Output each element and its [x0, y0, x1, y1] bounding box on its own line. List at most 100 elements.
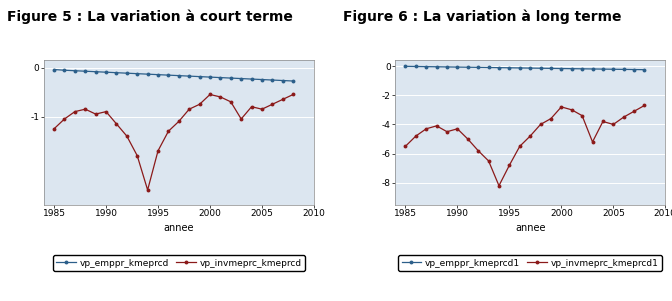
vp_emppr_kmeprcd1 [474, 66, 482, 69]
vp_invmeprc_kmeprcd [123, 134, 131, 138]
vp_invmeprc_kmeprcd [102, 110, 110, 113]
vp_emppr_kmeprcd1 [589, 67, 597, 71]
vp_invmeprc_kmeprcd [154, 149, 162, 153]
vp_emppr_kmeprcd [154, 73, 162, 76]
vp_emppr_kmeprcd [133, 72, 141, 76]
vp_emppr_kmeprcd1 [515, 66, 523, 70]
vp_invmeprc_kmeprcd [237, 117, 245, 121]
vp_emppr_kmeprcd1 [412, 65, 420, 68]
vp_invmeprc_kmeprcd [81, 107, 89, 111]
Text: Figure 6 : La variation à long terme: Figure 6 : La variation à long terme [343, 9, 621, 23]
vp_emppr_kmeprcd1 [630, 68, 638, 71]
vp_invmeprc_kmeprcd1 [485, 159, 493, 163]
vp_invmeprc_kmeprcd [144, 188, 152, 192]
vp_invmeprc_kmeprcd [50, 127, 58, 131]
Legend: vp_emppr_kmeprcd1, vp_invmeprc_kmeprcd1: vp_emppr_kmeprcd1, vp_invmeprc_kmeprcd1 [398, 256, 662, 271]
vp_emppr_kmeprcd [144, 72, 152, 76]
vp_emppr_kmeprcd [175, 74, 183, 77]
vp_emppr_kmeprcd1 [454, 65, 462, 69]
Line: vp_invmeprc_kmeprcd1: vp_invmeprc_kmeprcd1 [403, 104, 646, 188]
vp_invmeprc_kmeprcd [226, 100, 235, 104]
X-axis label: annee: annee [515, 223, 546, 233]
vp_invmeprc_kmeprcd [133, 154, 141, 157]
vp_emppr_kmeprcd1 [464, 65, 472, 69]
vp_emppr_kmeprcd [226, 76, 235, 80]
vp_invmeprc_kmeprcd1 [589, 140, 597, 144]
vp_invmeprc_kmeprcd [206, 93, 214, 96]
vp_emppr_kmeprcd1 [433, 65, 441, 69]
vp_emppr_kmeprcd1 [401, 64, 409, 68]
vp_invmeprc_kmeprcd [60, 117, 69, 121]
vp_invmeprc_kmeprcd1 [610, 123, 618, 126]
vp_invmeprc_kmeprcd1 [547, 117, 555, 120]
vp_emppr_kmeprcd [71, 69, 79, 73]
vp_invmeprc_kmeprcd [258, 107, 266, 111]
vp_emppr_kmeprcd [60, 68, 69, 72]
vp_invmeprc_kmeprcd1 [640, 104, 648, 107]
vp_emppr_kmeprcd1 [485, 66, 493, 69]
vp_emppr_kmeprcd [289, 79, 297, 83]
Legend: vp_emppr_kmeprcd, vp_invmeprc_kmeprcd: vp_emppr_kmeprcd, vp_invmeprc_kmeprcd [53, 256, 305, 271]
vp_emppr_kmeprcd [81, 70, 89, 73]
vp_emppr_kmeprcd [50, 68, 58, 71]
vp_invmeprc_kmeprcd1 [422, 127, 430, 131]
vp_invmeprc_kmeprcd1 [526, 134, 534, 138]
Line: vp_emppr_kmeprcd: vp_emppr_kmeprcd [52, 67, 295, 83]
vp_invmeprc_kmeprcd [247, 105, 255, 109]
vp_emppr_kmeprcd1 [578, 67, 586, 71]
vp_invmeprc_kmeprcd [279, 98, 287, 101]
vp_emppr_kmeprcd1 [620, 68, 628, 71]
vp_invmeprc_kmeprcd1 [443, 130, 451, 134]
vp_invmeprc_kmeprcd [216, 95, 224, 99]
vp_invmeprc_kmeprcd1 [412, 134, 420, 138]
vp_invmeprc_kmeprcd1 [620, 115, 628, 119]
vp_emppr_kmeprcd1 [640, 68, 648, 72]
vp_invmeprc_kmeprcd1 [536, 123, 544, 126]
vp_emppr_kmeprcd [268, 78, 276, 82]
Text: Figure 5 : La variation à court terme: Figure 5 : La variation à court terme [7, 9, 292, 23]
Line: vp_invmeprc_kmeprcd: vp_invmeprc_kmeprcd [52, 92, 295, 192]
vp_invmeprc_kmeprcd1 [599, 120, 607, 123]
vp_invmeprc_kmeprcd1 [464, 137, 472, 141]
vp_emppr_kmeprcd [247, 77, 255, 81]
vp_invmeprc_kmeprcd1 [505, 163, 513, 167]
vp_invmeprc_kmeprcd1 [454, 127, 462, 131]
vp_emppr_kmeprcd [165, 73, 173, 77]
vp_emppr_kmeprcd [258, 78, 266, 81]
vp_emppr_kmeprcd1 [557, 67, 565, 70]
vp_invmeprc_kmeprcd [175, 119, 183, 123]
vp_emppr_kmeprcd1 [422, 65, 430, 68]
vp_emppr_kmeprcd [196, 75, 204, 79]
vp_emppr_kmeprcd1 [505, 66, 513, 70]
vp_emppr_kmeprcd1 [495, 66, 503, 70]
vp_emppr_kmeprcd [216, 76, 224, 79]
vp_invmeprc_kmeprcd1 [433, 124, 441, 128]
vp_invmeprc_kmeprcd [185, 107, 194, 111]
vp_invmeprc_kmeprcd1 [495, 184, 503, 188]
vp_invmeprc_kmeprcd1 [474, 149, 482, 153]
vp_invmeprc_kmeprcd [268, 102, 276, 106]
vp_emppr_kmeprcd [102, 70, 110, 74]
vp_invmeprc_kmeprcd [165, 129, 173, 133]
vp_invmeprc_kmeprcd [112, 122, 120, 126]
X-axis label: annee: annee [163, 223, 194, 233]
vp_emppr_kmeprcd [185, 74, 194, 78]
vp_emppr_kmeprcd1 [443, 65, 451, 69]
vp_invmeprc_kmeprcd1 [568, 108, 576, 112]
vp_invmeprc_kmeprcd [71, 110, 79, 113]
vp_emppr_kmeprcd [112, 71, 120, 74]
vp_emppr_kmeprcd [123, 71, 131, 75]
vp_invmeprc_kmeprcd [289, 93, 297, 96]
Line: vp_emppr_kmeprcd1: vp_emppr_kmeprcd1 [403, 64, 646, 72]
vp_emppr_kmeprcd1 [610, 67, 618, 71]
vp_invmeprc_kmeprcd [91, 112, 99, 116]
vp_invmeprc_kmeprcd1 [630, 110, 638, 113]
vp_emppr_kmeprcd [237, 77, 245, 80]
vp_invmeprc_kmeprcd1 [401, 144, 409, 148]
vp_invmeprc_kmeprcd1 [578, 114, 586, 117]
vp_emppr_kmeprcd1 [599, 67, 607, 71]
vp_emppr_kmeprcd1 [568, 67, 576, 70]
vp_invmeprc_kmeprcd [196, 102, 204, 106]
vp_emppr_kmeprcd1 [526, 66, 534, 70]
vp_emppr_kmeprcd [206, 75, 214, 79]
